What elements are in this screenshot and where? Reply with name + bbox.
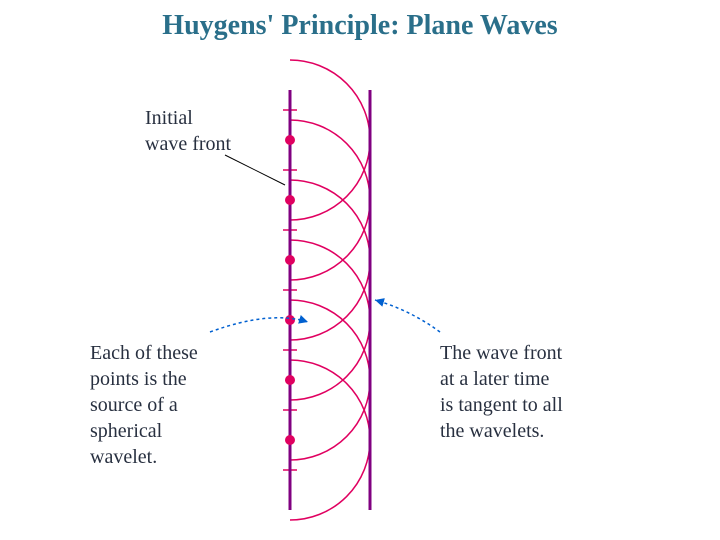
label-initial-wavefront: Initialwave front (145, 105, 231, 157)
label-new-wavefront: The wave frontat a later timeis tangent … (440, 340, 563, 444)
label-source-points: Each of thesepoints is thesource of asph… (90, 340, 198, 470)
